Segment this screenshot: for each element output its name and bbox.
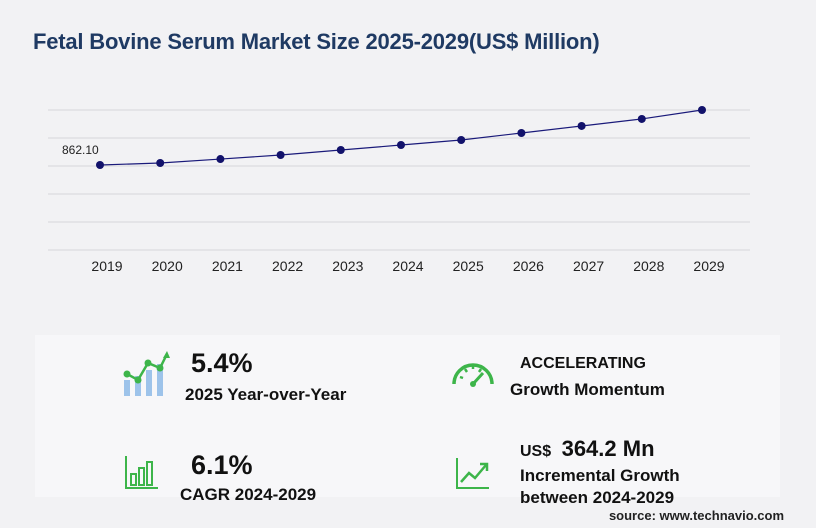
cagr-value: 6.1% [191, 450, 253, 480]
kpi-panel [35, 335, 780, 497]
data-point[interactable] [96, 161, 104, 169]
incremental-growth: US$ 364.2 Mn [520, 436, 655, 462]
page-title: Fetal Bovine Serum Market Size 2025-2029… [33, 29, 600, 54]
x-tick-label: 2025 [453, 258, 484, 274]
trend-up-icon [455, 456, 491, 495]
data-point[interactable] [276, 151, 285, 160]
x-tick-label: 2021 [212, 258, 243, 274]
x-tick-label: 2027 [573, 258, 604, 274]
x-tick-label: 2019 [91, 258, 122, 274]
x-tick-label: 2026 [513, 258, 544, 274]
data-point[interactable] [216, 155, 225, 164]
incremental-label-1: Incremental Growth [520, 466, 680, 485]
bar-chart-icon [124, 454, 160, 495]
momentum-label: Growth Momentum [510, 380, 665, 399]
bar-growth-chart-icon [120, 350, 170, 403]
cagr-label: CAGR 2024-2029 [180, 485, 317, 504]
data-point[interactable] [397, 141, 405, 150]
source-credit: source: www.technavio.com [608, 508, 784, 523]
incremental-label-2: between 2024-2029 [520, 488, 675, 507]
data-label: 862.10 [62, 143, 99, 157]
x-tick-label: 2024 [392, 258, 423, 274]
incremental-value: 364.2 Mn [561, 436, 655, 461]
yoy-label: 2025 Year-over-Year [185, 385, 347, 404]
x-tick-label: 2029 [693, 258, 724, 274]
momentum-value: ACCELERATING [520, 355, 646, 372]
data-point[interactable] [156, 158, 165, 167]
data-point[interactable] [637, 114, 646, 123]
line-chart: 2019 2020 2021 2022 2023 2024 2025 2026 2027 2028… [48, 106, 750, 274]
data-point[interactable] [457, 136, 466, 145]
data-point[interactable] [577, 121, 586, 130]
data-point[interactable] [698, 106, 706, 115]
data-point[interactable] [336, 146, 345, 155]
x-tick-label: 2022 [272, 258, 303, 274]
x-tick-label: 2028 [633, 258, 664, 274]
x-tick-label: 2023 [332, 258, 363, 274]
speedometer-icon [450, 356, 496, 393]
yoy-value: 5.4% [191, 348, 253, 378]
currency-label: US$ [520, 443, 552, 460]
data-point[interactable] [517, 128, 526, 137]
x-tick-label: 2020 [152, 258, 183, 274]
